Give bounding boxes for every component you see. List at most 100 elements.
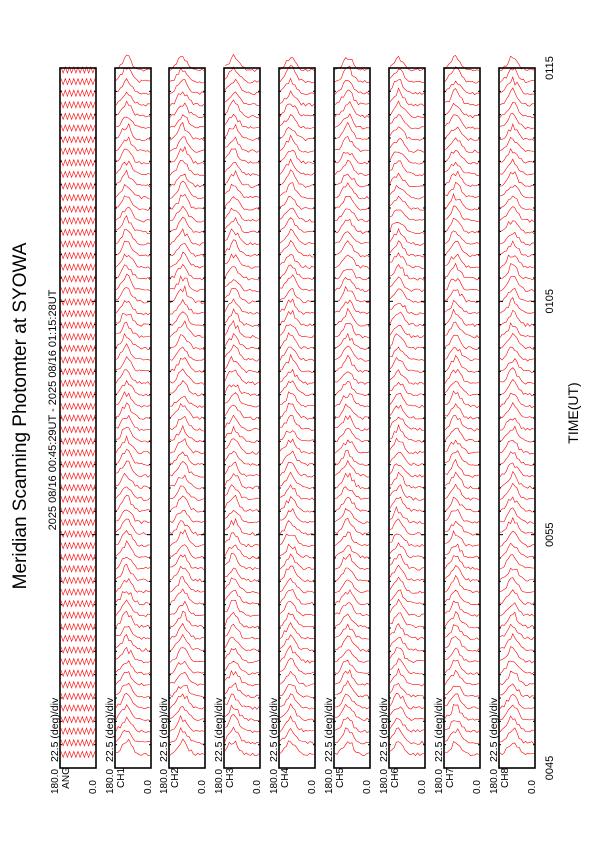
panel-frame	[223, 67, 261, 769]
scan-trace	[60, 518, 96, 527]
scan-trace	[169, 622, 204, 640]
panel-traces	[444, 55, 480, 757]
scan-trace	[115, 300, 151, 316]
scan-trace	[115, 313, 151, 327]
scan-trace	[115, 136, 151, 153]
scan-trace	[499, 158, 535, 176]
scan-trace	[60, 251, 96, 260]
scan-trace	[169, 554, 205, 571]
scan-trace	[499, 577, 535, 593]
scan-trace	[499, 147, 535, 164]
scan-trace	[444, 161, 480, 176]
scan-trace	[60, 727, 96, 736]
scan-trace	[389, 303, 424, 316]
scan-trace	[169, 693, 205, 710]
scan-trace	[499, 462, 535, 478]
scan-trace	[389, 381, 425, 397]
scan-trace	[60, 611, 96, 620]
scan-trace	[279, 612, 315, 628]
x-tick-label: 0115	[544, 56, 556, 80]
scan-trace	[224, 484, 260, 501]
scan-trace	[444, 126, 480, 141]
scan-trace	[60, 472, 96, 480]
scan-trace	[444, 321, 480, 339]
scan-trace	[224, 704, 260, 722]
scan-trace	[334, 101, 370, 119]
scan-trace	[115, 486, 151, 501]
scan-trace	[444, 170, 480, 187]
scan-trace	[224, 552, 260, 571]
scan-trace	[224, 740, 260, 757]
panel-channel-label: CH6	[390, 768, 401, 788]
scan-trace	[499, 694, 535, 709]
scan-trace	[224, 599, 260, 617]
scan-trace	[334, 345, 370, 362]
scan-trace	[115, 646, 151, 664]
scan-trace	[60, 669, 96, 678]
scan-trace	[444, 347, 480, 361]
scan-trace	[169, 714, 205, 732]
scan-trace	[389, 87, 425, 107]
scan-trace	[60, 298, 96, 306]
scan-trace	[279, 103, 315, 117]
scan-trace	[499, 101, 535, 118]
scan-trace	[169, 588, 205, 605]
scan-trace	[444, 439, 480, 455]
scan-trace	[169, 298, 205, 315]
scan-trace	[115, 671, 151, 686]
scan-trace	[224, 253, 260, 269]
scan-trace	[389, 221, 425, 234]
scan-trace	[279, 484, 315, 501]
scan-trace	[444, 471, 480, 490]
scan-trace	[169, 121, 205, 142]
scan-trace	[444, 496, 480, 513]
scan-trace	[389, 424, 425, 444]
scan-trace	[444, 380, 480, 396]
scan-trace	[115, 356, 151, 373]
scan-trace	[169, 285, 205, 304]
scan-trace	[169, 242, 205, 257]
scan-trace	[334, 613, 370, 629]
scan-trace	[115, 287, 151, 304]
scan-trace	[280, 684, 315, 699]
scan-trace	[444, 530, 480, 547]
scan-trace	[389, 706, 425, 721]
scan-trace	[169, 576, 205, 593]
scan-trace	[115, 692, 151, 710]
scan-trace	[169, 79, 205, 95]
scan-trace	[334, 354, 370, 373]
scan-trace	[389, 647, 425, 663]
scan-trace	[224, 517, 260, 536]
scan-trace	[60, 448, 96, 457]
scan-trace	[444, 181, 480, 198]
scan-trace	[499, 206, 535, 223]
scan-trace	[115, 369, 151, 385]
x-tick-label: 0055	[544, 522, 556, 546]
scan-trace	[279, 740, 315, 756]
scan-trace	[169, 438, 205, 455]
scan-trace	[334, 121, 370, 140]
scan-trace	[389, 311, 425, 327]
scan-trace	[499, 623, 535, 640]
scan-trace	[169, 205, 205, 223]
scan-trace	[60, 657, 96, 666]
scan-trace	[169, 600, 205, 617]
scan-trace	[60, 147, 96, 156]
scan-trace	[60, 553, 96, 562]
panel-traces	[115, 54, 151, 756]
scan-trace	[499, 309, 535, 327]
scan-trace	[60, 437, 96, 446]
scan-trace	[389, 240, 425, 258]
scan-trace	[444, 299, 480, 315]
scan-trace	[279, 553, 315, 571]
scan-trace	[389, 623, 425, 641]
scan-trace	[445, 741, 480, 757]
panel-ytick-max: 180.0	[379, 769, 390, 794]
scan-trace	[224, 451, 260, 466]
scan-trace	[499, 554, 535, 570]
scan-trace	[334, 136, 370, 152]
scan-trace	[169, 159, 205, 177]
scan-trace	[60, 356, 96, 364]
scan-trace	[444, 659, 480, 675]
